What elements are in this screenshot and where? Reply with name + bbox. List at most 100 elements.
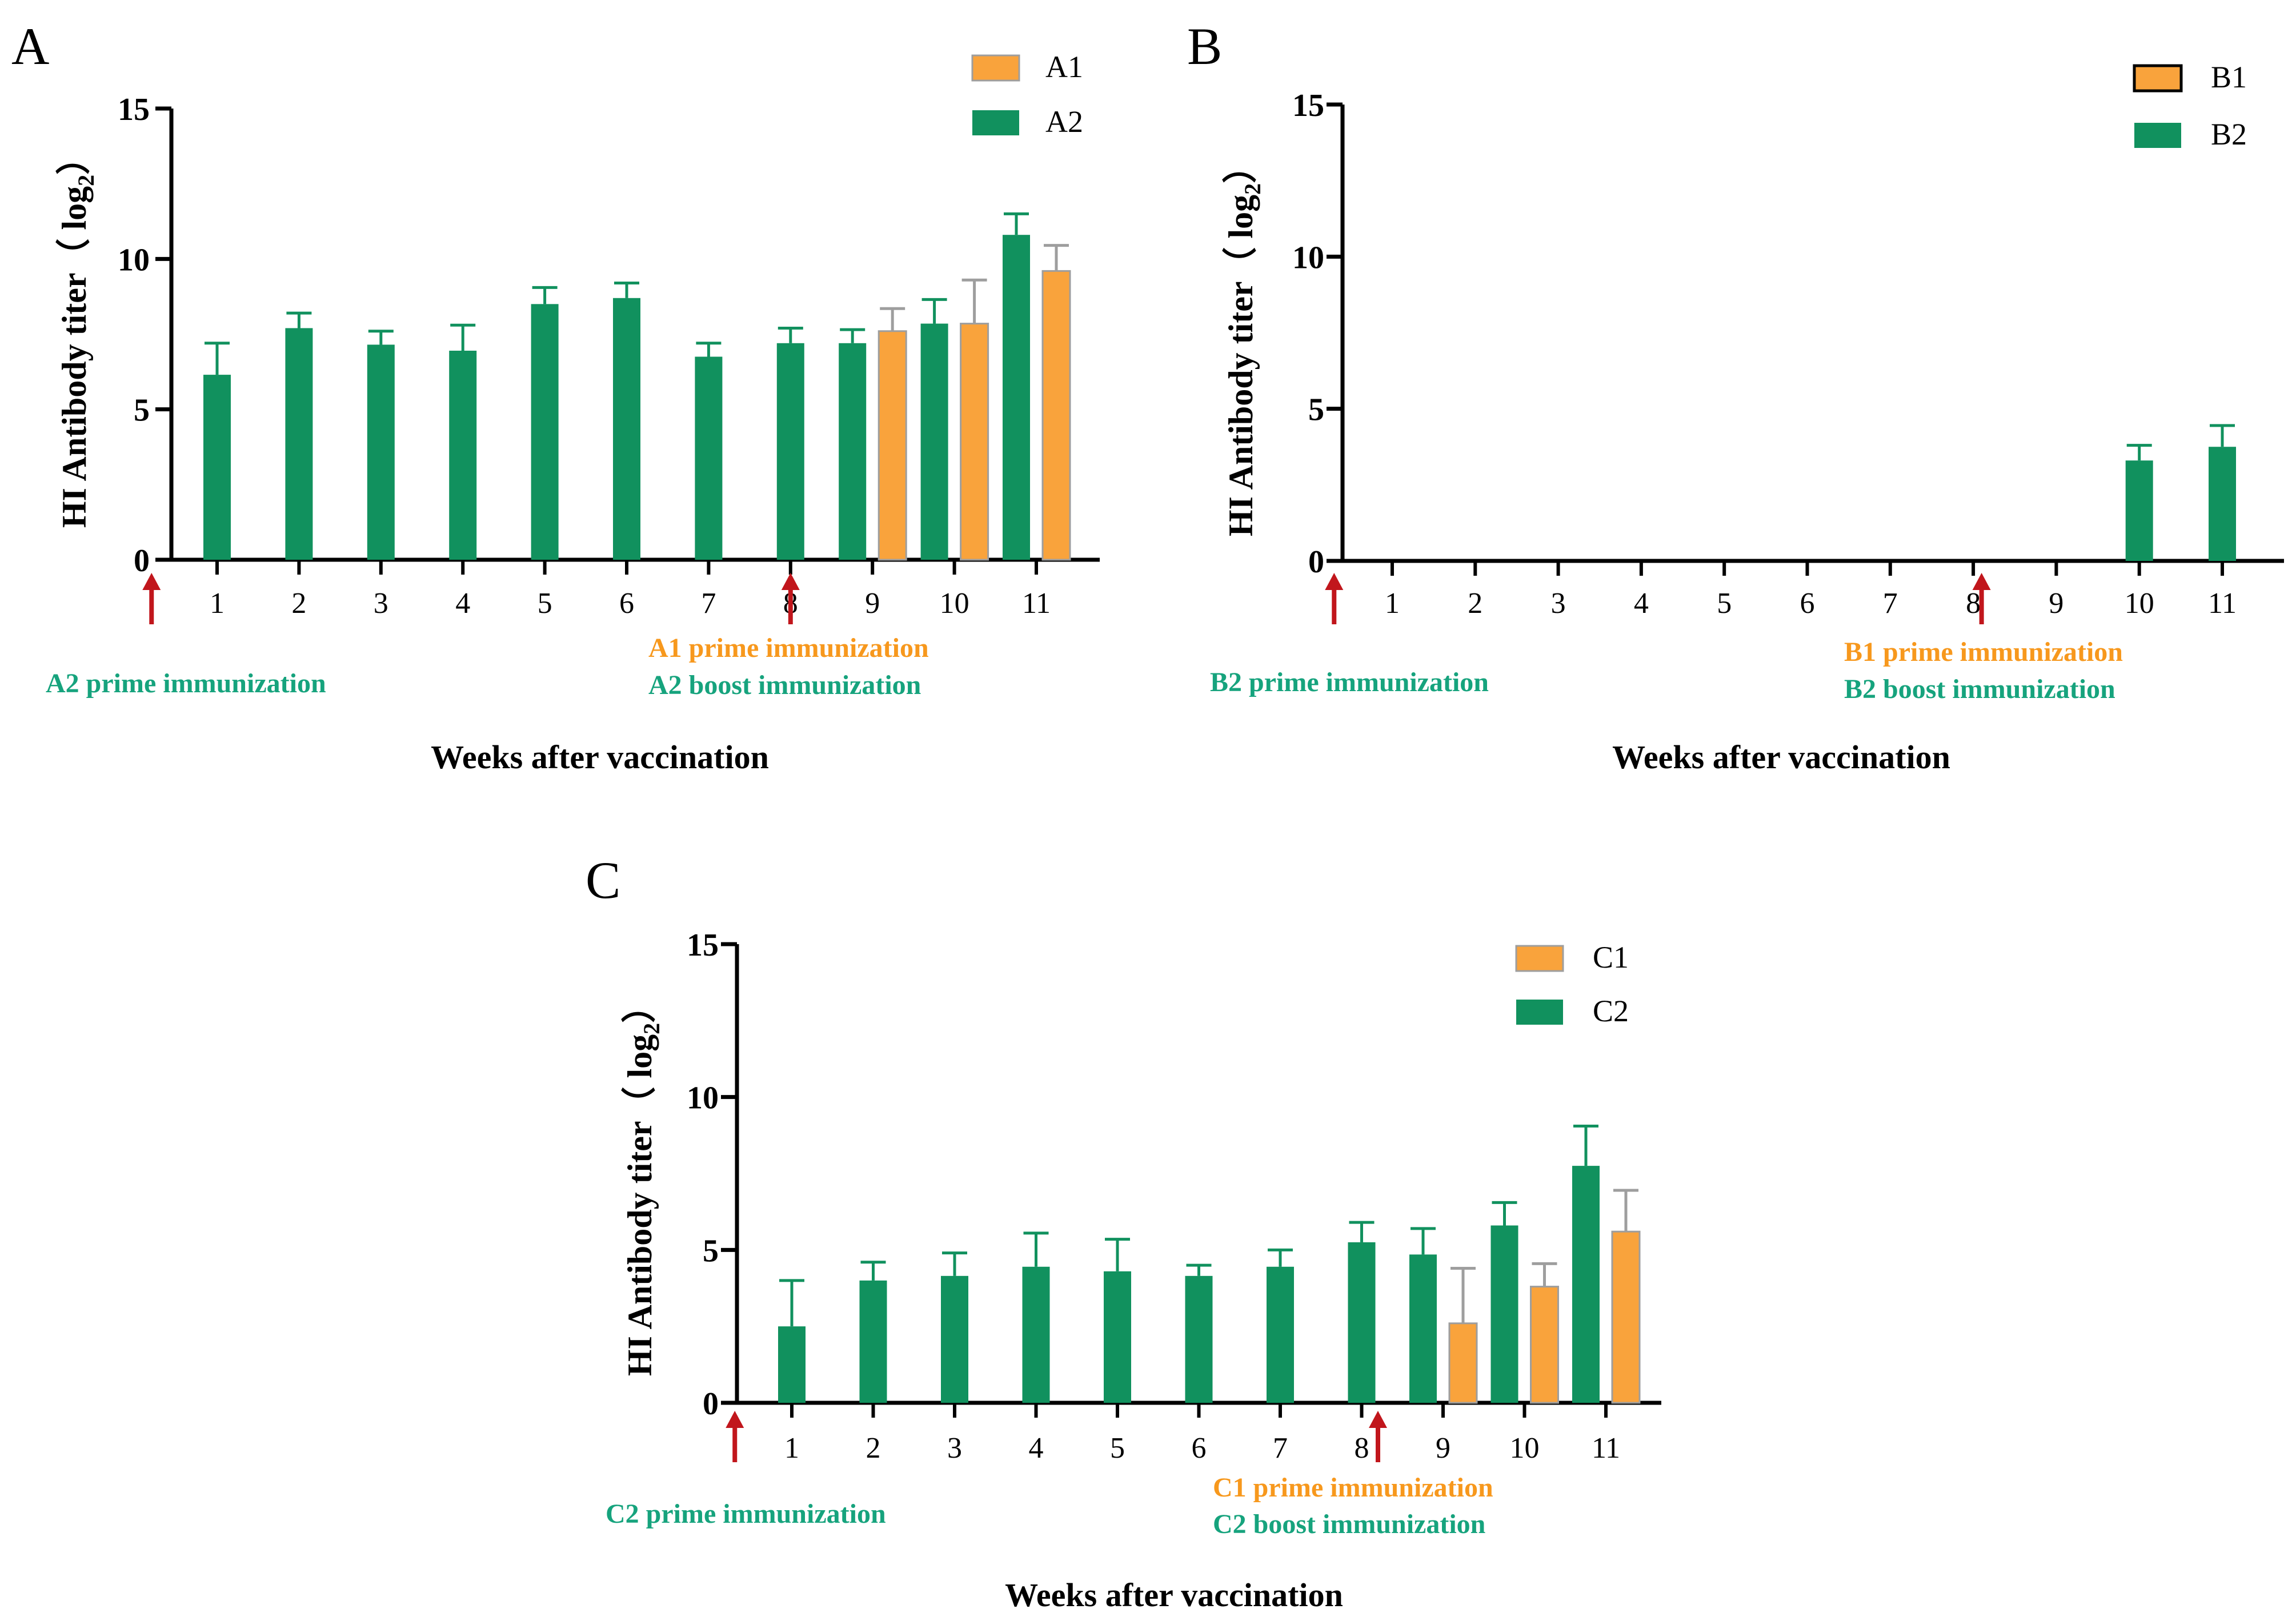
x-tick-label: 8 <box>1966 587 1981 620</box>
x-tick-label: 1 <box>210 587 225 620</box>
x-tick-label: 3 <box>1551 587 1566 620</box>
panel-a: A0510151234567891011HI Antibody titer（ l… <box>11 17 1100 776</box>
x-tick-label: 5 <box>1717 587 1732 620</box>
x-tick-label: 7 <box>1273 1432 1288 1464</box>
y-axis-label: HI Antibody titer（ log2） <box>55 141 99 528</box>
x-tick-label: 11 <box>2208 587 2237 620</box>
bar-b2-week-11 <box>2209 447 2236 561</box>
x-tick-label: 9 <box>1436 1432 1450 1464</box>
y-axis-label-close: ） <box>620 989 659 1023</box>
y-tick-label: 10 <box>1292 240 1324 275</box>
bar-a1-week-9 <box>877 330 907 561</box>
bar-a1-week-11 <box>1041 270 1071 561</box>
bar-c2-week-1 <box>778 1326 806 1403</box>
immunization-arrow-head <box>1369 1411 1387 1428</box>
x-tick-label: 2 <box>1468 587 1482 620</box>
bar-c2-week-7 <box>1267 1266 1294 1403</box>
y-tick-label: 10 <box>118 242 150 278</box>
annotation-prime-series2: B2 prime immunization <box>1210 667 1489 697</box>
bar-a2-week-1 <box>203 375 231 560</box>
y-axis-label-sub: 2 <box>73 175 99 186</box>
x-tick-label: 11 <box>1022 587 1051 620</box>
x-tick-label: 10 <box>940 587 969 620</box>
bar-c2-week-5 <box>1104 1271 1131 1403</box>
annotation-prime-series1: C1 prime immunization <box>1213 1472 1493 1503</box>
x-tick-label: 11 <box>1592 1432 1620 1464</box>
bar-a1-week-10 <box>960 323 989 561</box>
bar-c2-week-2 <box>859 1280 887 1403</box>
legend-swatch-c2 <box>1516 1000 1563 1025</box>
panel-b: B 0 5 10 15 1 2 3 4 5 6 7 8 9 10 11 HI Antibody titer（ l… <box>1187 17 2284 776</box>
x-axis-label: Weeks after vaccination <box>431 739 769 776</box>
immunization-arrow-head <box>1972 573 1991 590</box>
legend-label-b2: B2 <box>2211 117 2247 151</box>
y-axis-label-close: ） <box>55 141 93 175</box>
bar-c2-week-8 <box>1348 1242 1376 1403</box>
legend-swatch-b1 <box>2133 64 2183 93</box>
bar-c2-week-6 <box>1185 1275 1213 1403</box>
y-tick-label: 5 <box>703 1233 719 1269</box>
y-tick-label: 5 <box>1308 392 1324 428</box>
y-tick-label: 15 <box>118 92 150 127</box>
annotation-boost-series2: C2 boost immunization <box>1213 1509 1485 1539</box>
bar-c2-week-3 <box>941 1275 968 1403</box>
y-tick-label: 0 <box>134 543 150 579</box>
x-tick-label: 3 <box>947 1432 962 1464</box>
x-tick-label: 1 <box>784 1432 799 1464</box>
x-tick-label: 6 <box>1192 1432 1207 1464</box>
immunization-arrow-head <box>142 573 161 590</box>
bar-a2-week-6 <box>613 298 640 560</box>
annotation-prime-series1: A1 prime immunization <box>648 633 929 663</box>
panel-letter: A <box>11 17 49 75</box>
y-axis-label: HI Antibody titer（ log2） <box>1221 149 1265 536</box>
legend-label-a2: A2 <box>1045 105 1083 139</box>
y-axis-label-main: HI Antibody titer（ log <box>1221 195 1260 536</box>
panel-c: C 0 5 10 15 1 2 3 4 5 6 7 8 9 10 11 HI Antibody titer（ l… <box>586 851 1661 1614</box>
legend-swatch-b2 <box>2134 123 2181 148</box>
bar-a2-week-3 <box>367 344 395 560</box>
bar-a2-week-8 <box>776 343 804 560</box>
y-axis-label-sub: 2 <box>639 1023 664 1034</box>
panel-letter: C <box>586 851 620 909</box>
x-tick-label: 5 <box>1110 1432 1125 1464</box>
x-tick-label: 5 <box>538 587 552 620</box>
x-tick-label: 10 <box>2125 587 2154 620</box>
immunization-arrow-head <box>1325 573 1344 590</box>
x-tick-label: 4 <box>455 587 470 620</box>
x-tick-label: 8 <box>1355 1432 1369 1464</box>
bar-a2-week-9 <box>839 343 867 560</box>
x-axis-label: Weeks after vaccination <box>1005 1576 1343 1614</box>
y-tick-label: 10 <box>687 1081 719 1116</box>
x-tick-label: 1 <box>1385 587 1400 620</box>
x-tick-label: 7 <box>1883 587 1898 620</box>
bar-a2-week-2 <box>285 328 313 560</box>
immunization-arrow-head <box>726 1411 744 1428</box>
x-tick-label: 2 <box>866 1432 881 1464</box>
bar-c1-week-11 <box>1611 1230 1641 1404</box>
bar-c1-week-9 <box>1448 1322 1478 1404</box>
x-tick-label: 9 <box>865 587 880 620</box>
bar-a2-week-4 <box>449 350 477 560</box>
y-axis-label-main: HI Antibody titer（ log <box>55 186 93 528</box>
immunization-arrow-head <box>781 573 800 590</box>
y-tick-label: 15 <box>687 928 719 963</box>
legend-label-c2: C2 <box>1593 994 1629 1028</box>
y-axis-label-sub: 2 <box>1240 183 1265 195</box>
legend-label-c1: C1 <box>1593 940 1629 974</box>
panel-letter: B <box>1187 17 1222 75</box>
annotation-boost-series2: A2 boost immunization <box>648 670 921 700</box>
x-tick-label: 2 <box>291 587 306 620</box>
x-tick-label: 4 <box>1634 587 1649 620</box>
y-axis-label-main: HI Antibody titer（ log <box>620 1034 659 1376</box>
bar-c2-week-10 <box>1490 1225 1518 1403</box>
x-tick-label: 4 <box>1029 1432 1044 1464</box>
bar-c2-week-4 <box>1022 1266 1050 1403</box>
x-tick-label: 6 <box>1800 587 1815 620</box>
annotation-prime-series2: A2 prime immunization <box>46 668 326 699</box>
y-axis-label-close: ） <box>1221 149 1260 183</box>
bar-a2-week-10 <box>920 323 948 560</box>
x-tick-label: 10 <box>1510 1432 1540 1464</box>
legend-swatch-a1 <box>971 54 1020 82</box>
bar-c2-week-9 <box>1409 1254 1437 1403</box>
